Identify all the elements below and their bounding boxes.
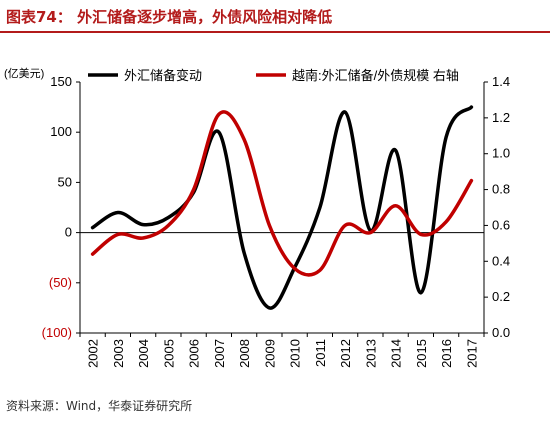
legend-label-fx-reserve-change: 外汇储备变动 xyxy=(124,68,202,83)
x-axis-tick-label: 2013 xyxy=(363,339,378,368)
right-axis-tick-label: 1.2 xyxy=(492,110,510,125)
left-axis-tick-label: 150 xyxy=(50,74,72,89)
right-axis-tick-label: 0.8 xyxy=(492,182,510,197)
x-axis-tick-label: 2005 xyxy=(161,339,176,368)
left-axis-tick-label: (50) xyxy=(49,275,72,290)
right-axis-tick-label: 1.4 xyxy=(492,74,510,89)
chart-title: 图表74： 外汇储备逐步增高，外债风险相对降低 xyxy=(6,8,333,26)
chart: 150 100 50 0 (50) (100) 1.4 1.2 1.0 0.8 0.6 0.4 0.2 0… xyxy=(4,67,510,368)
x-axis-tick-label: 2012 xyxy=(338,339,353,368)
x-axis-tick-label: 2011 xyxy=(313,339,328,367)
right-axis-tick-label: 0.4 xyxy=(492,253,510,268)
right-axis-tick-label: 0.6 xyxy=(492,217,510,232)
legend-label-reserve-debt-ratio: 越南:外汇储备/外债规模 右轴 xyxy=(292,68,459,83)
x-axis-tick-label: 2015 xyxy=(414,339,429,368)
x-axis-tick-label: 2008 xyxy=(237,339,252,368)
series-line-fx-reserve-change xyxy=(90,105,474,310)
x-axis-tick-label: 2014 xyxy=(389,339,404,368)
x-axis-tick-label: 2010 xyxy=(288,339,303,368)
x-axis-tick-label: 2002 xyxy=(86,339,101,368)
x-axis-tick-label: 2003 xyxy=(111,339,126,368)
x-axis-tick-label: 2016 xyxy=(439,339,454,368)
right-axis-tick-label: 0.0 xyxy=(492,325,510,340)
source-note: 资料来源：Wind，华泰证券研究所 xyxy=(6,399,193,413)
x-axis-tick-label: 2007 xyxy=(212,339,227,368)
title-bar: 图表74： 外汇储备逐步增高，外债风险相对降低 xyxy=(0,0,550,34)
left-axis-unit-label: (亿美元) xyxy=(4,67,44,80)
x-axis-tick-label: 2009 xyxy=(262,339,277,368)
left-axis-tick-label: (100) xyxy=(42,325,72,340)
x-axis-tick-label: 2004 xyxy=(136,339,151,368)
left-axis-tick-label: 100 xyxy=(50,124,72,139)
x-axis-tick-label: 2017 xyxy=(464,339,479,368)
left-axis-tick-label: 50 xyxy=(58,174,72,189)
right-axis-tick-label: 0.2 xyxy=(492,289,510,304)
x-axis-tick-label: 2006 xyxy=(187,339,202,368)
right-axis-tick-label: 1.0 xyxy=(492,146,510,161)
title-rule xyxy=(0,31,550,33)
series-line-reserve-debt-ratio xyxy=(90,110,474,277)
left-axis-tick-label: 0 xyxy=(65,225,72,240)
